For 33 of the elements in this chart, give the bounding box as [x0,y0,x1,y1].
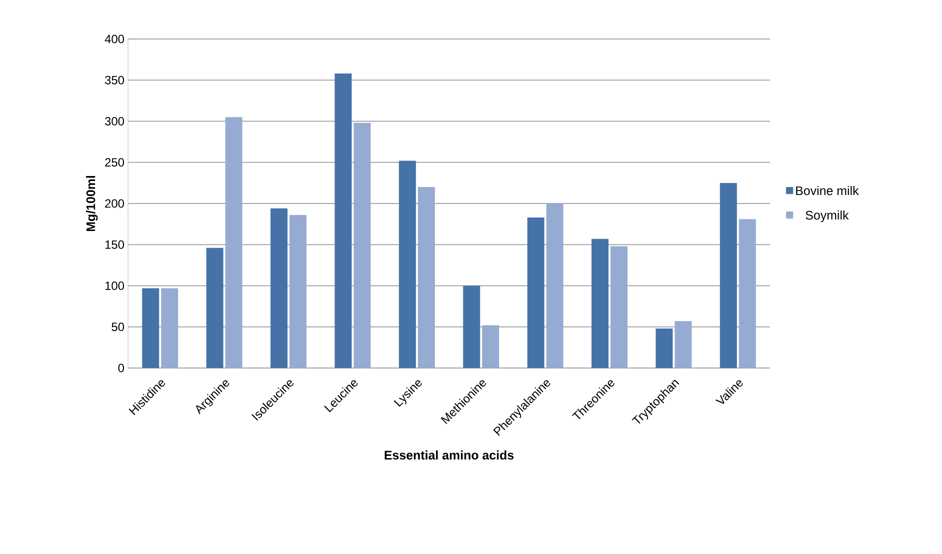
bar [418,187,435,368]
bar [482,325,500,368]
x-axis-title: Essential amino acids [384,450,514,460]
bar [546,204,564,368]
bar [463,286,480,368]
bar [610,246,628,368]
y-tick-label: 400 [104,34,124,44]
y-tick-label: 350 [104,76,124,84]
y-tick-label: 0 [118,364,124,372]
bar [354,122,371,368]
y-tick-label: 50 [112,322,124,332]
bar [334,74,352,368]
y-axis-title: Mg/100ml [86,176,98,232]
bar [527,217,544,368]
bar [142,288,160,368]
bar [738,219,756,368]
bar [290,215,306,368]
bar [656,328,673,368]
y-tick-label: 200 [105,199,124,208]
bar [161,288,178,368]
y-tick-label: 100 [105,282,124,290]
legend-label: Bovine milk [796,186,859,196]
bar [225,117,242,368]
bar [592,238,609,368]
bar [720,182,737,368]
bar [206,248,224,368]
legend-label: Soymilk [806,210,849,222]
bar [398,160,416,368]
y-tick-label: 150 [105,240,124,249]
y-tick-label: 250 [105,158,124,167]
y-tick-label: 300 [104,117,124,126]
bar [674,321,692,368]
bar [270,208,288,368]
